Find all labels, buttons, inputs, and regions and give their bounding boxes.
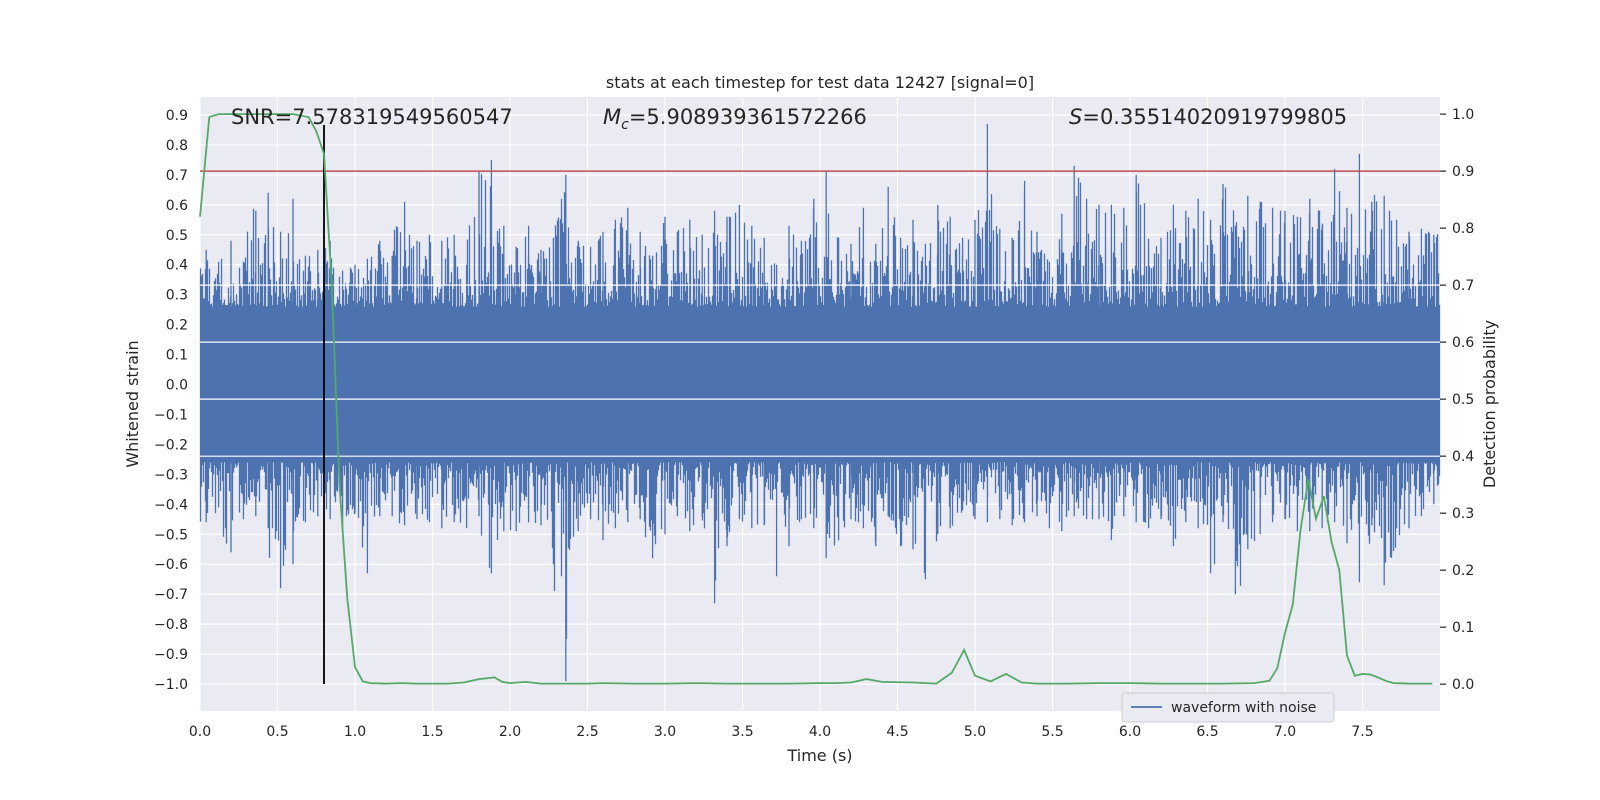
s-symbol: S [1069,105,1082,129]
x-tick-label: 3.5 [731,724,753,740]
x-tick-label: 0.5 [266,724,288,740]
y-tick-label-right: 0.8 [1452,221,1474,237]
y-tick-label-left: −0.7 [154,587,188,603]
y-axis-label-left: Whitened strain [123,340,142,467]
y-tick-label-left: 0.6 [166,198,188,214]
y-tick-label-left: −0.6 [154,557,188,573]
y-tick-label-left: 0.7 [166,168,188,184]
y-tick-label-left: 0.3 [166,288,188,304]
x-tick-label: 7.0 [1274,724,1296,740]
legend-box [1121,692,1335,723]
y-tick-label-right: 0.7 [1452,278,1474,294]
y-tick-label-left: 0.0 [166,378,188,394]
y-tick-label-right: 0.6 [1452,335,1474,351]
detection-probability-line [199,113,1433,685]
y-tick-label-left: −1.0 [154,677,188,693]
x-tick-label: 2.5 [576,724,598,740]
y-tick-label-right: 0.2 [1452,563,1474,579]
x-axis-label: Time (s) [786,746,852,765]
x-tick-label: 1.0 [344,724,366,740]
y-tick-label-right: 0.4 [1452,449,1474,465]
mc-value: =5.908939361572266 [629,105,867,129]
chart-title: stats at each timestep for test data 124… [606,73,1034,92]
waveform-series [199,124,1441,681]
mc-symbol: M [603,105,621,129]
x-tick-label: 0.0 [189,724,211,740]
x-tick-label: 3.0 [654,724,676,740]
axis-ticks: 0.0 0.5 1.0 1.5 2.0 2.5 3.0 3.5 4.0 4.5 5.0 5.5 6.0 6… [154,107,1474,740]
legend-label: waveform with noise [1171,700,1316,716]
y-tick-label-left: −0.9 [154,647,188,663]
x-tick-label: 5.0 [964,724,986,740]
y-tick-label-left: −0.1 [154,407,188,423]
y-tick-label-right: 1.0 [1452,107,1474,123]
x-tick-label: 4.0 [809,724,831,740]
s-annotation: S=0.35514020919799805 [1069,105,1347,129]
y-tick-label-right: 0.0 [1452,677,1474,693]
y-tick-label-left: 0.2 [166,318,188,334]
x-tick-label: 2.0 [499,724,521,740]
snr-annotation: SNR=7.578319549560547 [231,105,513,129]
y-tick-label-left: −0.2 [154,437,188,453]
x-tick-label: 5.5 [1041,724,1063,740]
y-tick-label-right: 0.3 [1452,506,1474,522]
y-tick-label-right: 0.9 [1452,164,1474,180]
x-tick-label: 4.5 [886,724,908,740]
y-tick-label-right: 0.5 [1452,392,1474,408]
waveform-strokes [199,124,1441,681]
y-tick-label-left: −0.4 [154,497,188,513]
x-tick-label: 6.0 [1119,724,1141,740]
legend: waveform with noise [1121,692,1335,723]
x-tick-label: 7.5 [1351,724,1373,740]
y-tick-label-left: −0.3 [154,467,188,483]
y-tick-label-right: 0.1 [1452,620,1474,636]
y-tick-label-left: −0.5 [154,527,188,543]
mc-subscript: c [621,117,629,133]
y-tick-label-left: 0.1 [166,348,188,364]
y-tick-label-left: 0.8 [166,138,188,154]
s-value: =0.35514020919799805 [1082,105,1347,129]
y-tick-label-left: 0.5 [166,228,188,244]
x-tick-label: 6.5 [1196,724,1218,740]
y-axis-label-right: Detection probability [1480,320,1499,488]
y-tick-label-left: 0.4 [166,258,188,274]
chirp-mass-annotation: Mc=5.908939361572266 [603,105,867,133]
y-tick-label-left: −0.8 [154,617,188,633]
y-tick-label-left: 0.9 [166,108,188,124]
x-tick-label: 1.5 [421,724,443,740]
